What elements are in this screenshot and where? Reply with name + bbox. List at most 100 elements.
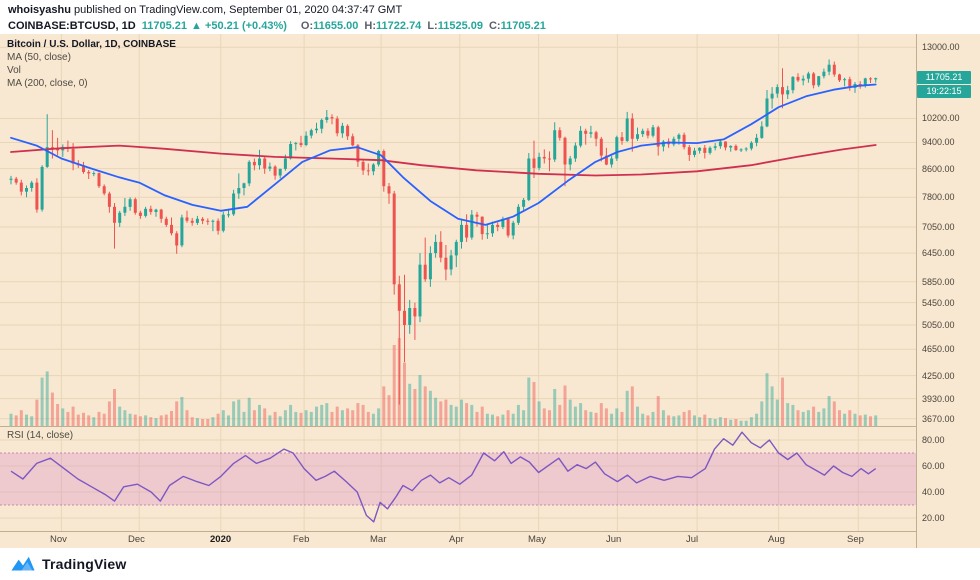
volume-bar (237, 399, 241, 426)
candle-body (144, 208, 148, 216)
volume-bar (801, 411, 805, 426)
candle-body (724, 141, 727, 148)
byline: whoisyashu published on TradingView.com,… (8, 4, 972, 17)
candle-body (180, 217, 184, 246)
volume-bar (247, 397, 251, 426)
candle-body (765, 98, 769, 127)
candle-body (739, 149, 743, 151)
time-axis-label: Dec (128, 534, 145, 545)
rsi-axis-label: 20.00 (922, 513, 945, 523)
volume-bar (501, 414, 505, 426)
legend-volume[interactable]: Vol (7, 65, 21, 76)
close-value: 11705.21 (500, 20, 546, 32)
candle-body (796, 76, 800, 81)
price-axis[interactable]: 13000.00 10200.00 9400.00 8600.00 7800.00 705… (916, 34, 980, 548)
last-price-badge: 11705.21 (917, 71, 971, 84)
byline-text: published on TradingView.com, September … (70, 4, 403, 16)
candle-body (636, 134, 639, 139)
candle-body (299, 143, 303, 145)
candle-body (672, 138, 676, 145)
rsi-legend[interactable]: RSI (14, close) (7, 430, 74, 441)
candle-body (154, 209, 158, 212)
candle-body (175, 233, 179, 246)
volume-bar (320, 404, 324, 426)
volume-bar (568, 399, 572, 426)
volume-bar (149, 417, 153, 426)
volume-bar (107, 401, 111, 426)
legend-ma200[interactable]: MA (200, close, 0) (7, 78, 88, 89)
candle-body (869, 78, 872, 80)
time-axis-label: Mar (370, 534, 387, 545)
candle-body (755, 137, 759, 143)
candle-body (832, 64, 836, 75)
volume-bar (82, 412, 85, 426)
volume-bar (366, 411, 370, 426)
volume-bar (283, 410, 287, 426)
volume-bar (66, 411, 70, 426)
volume-bar (299, 412, 303, 426)
candle-body (506, 218, 510, 236)
candle-body (71, 148, 75, 164)
candle-body (14, 178, 18, 183)
candle-body (309, 130, 313, 136)
volume-bar (138, 416, 142, 426)
candle-body (646, 130, 650, 136)
volume-bar (201, 419, 205, 426)
candle-body (392, 193, 396, 285)
rsi-pane[interactable]: RSI (14, close) (0, 427, 916, 532)
volume-bar (739, 420, 743, 426)
candle-body (45, 147, 49, 167)
volume-bar (454, 406, 458, 426)
volume-bar (190, 417, 194, 426)
volume-bar (755, 413, 759, 426)
volume-bar (698, 417, 702, 426)
time-axis-label: Sep (847, 534, 864, 545)
candle-body (19, 182, 23, 192)
tradingview-logo[interactable] (10, 554, 36, 574)
candle-body (434, 241, 438, 254)
candle-body (273, 166, 277, 176)
candle-body (387, 186, 391, 194)
price-pane[interactable]: Bitcoin / U.S. Dollar, 1D, COINBASE MA (… (0, 34, 916, 427)
candle-body (475, 214, 479, 217)
candle-body (190, 220, 194, 223)
volume-bar (9, 413, 13, 426)
legend-symbol[interactable]: Bitcoin / U.S. Dollar, 1D, COINBASE (7, 39, 176, 50)
candle-body (315, 128, 318, 131)
candle-body (118, 212, 122, 223)
candle-body (734, 145, 738, 150)
time-axis-label: Nov (50, 534, 67, 545)
tradingview-wordmark[interactable]: TradingView (42, 556, 127, 572)
volume-bar (744, 420, 748, 426)
volume-bar (475, 411, 479, 426)
candle-body (584, 130, 588, 134)
candle-body (201, 218, 205, 221)
time-axis[interactable]: Nov Dec 2020 Feb Mar Apr May Jun Jul Aug Sep (0, 532, 916, 548)
price-chart-svg[interactable] (0, 34, 916, 426)
legend-ma50[interactable]: MA (50, close) (7, 52, 71, 63)
volume-bar (309, 411, 313, 426)
rsi-chart-svg[interactable] (0, 427, 916, 531)
candle-body (786, 90, 790, 95)
candle-body (812, 73, 816, 86)
volume-bar (460, 399, 463, 426)
time-axis-label: Aug (768, 534, 785, 545)
candle-body (195, 218, 199, 223)
volume-bar (439, 401, 443, 426)
volume-bar (61, 408, 65, 426)
volume-bar (361, 404, 365, 426)
rsi-axis-label: 40.00 (922, 487, 945, 497)
time-axis-label: 2020 (210, 534, 232, 545)
volume-bar (516, 404, 520, 426)
volume-bar (294, 411, 298, 426)
price-axis-label: 3670.00 (922, 414, 955, 424)
volume-bar (470, 404, 474, 426)
candle-body (511, 222, 515, 236)
last-price: 11705.21 (141, 20, 188, 32)
candle-body (491, 224, 494, 234)
volume-bar (786, 403, 790, 426)
price-axis-label: 6450.00 (922, 248, 955, 258)
time-axis-label: Jun (606, 534, 622, 545)
volume-bar (858, 415, 862, 426)
candle-body (346, 125, 350, 137)
